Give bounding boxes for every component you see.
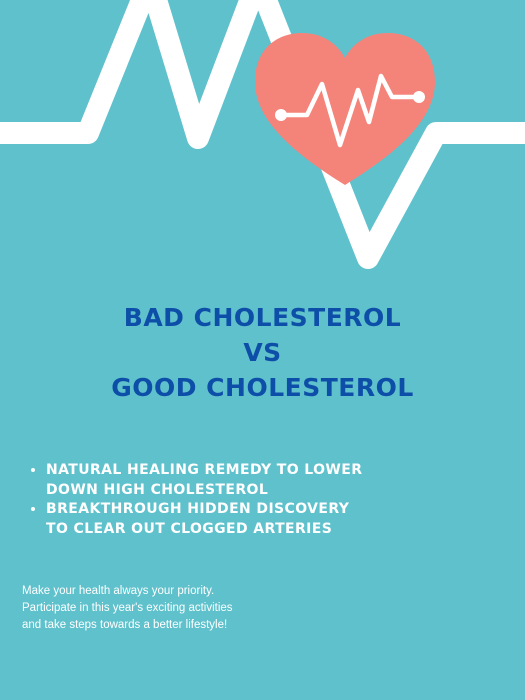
bullet-item-remedy: NATURAL HEALING REMEDY TO LOWER DOWN HIG… [46, 461, 376, 500]
heartbeat-line-icon [0, 0, 525, 269]
heart-pulse-icon [255, 33, 435, 185]
title-line-good: GOOD CHOLESTEROL [111, 373, 414, 402]
title-line-bad: BAD CHOLESTEROL [123, 303, 402, 332]
title-line-vs: VS [243, 338, 282, 367]
page-title: BAD CHOLESTEROL VS GOOD CHOLESTEROL [0, 300, 525, 405]
tagline-text: Make your health always your priority. P… [22, 585, 233, 631]
bullet-list: NATURAL HEALING REMEDY TO LOWER DOWN HIG… [26, 461, 376, 539]
heartbeat-illustration [0, 0, 525, 269]
bullet-item-discovery: BREAKTHROUGH HIDDEN DISCOVERY TO CLEAR O… [46, 500, 376, 539]
